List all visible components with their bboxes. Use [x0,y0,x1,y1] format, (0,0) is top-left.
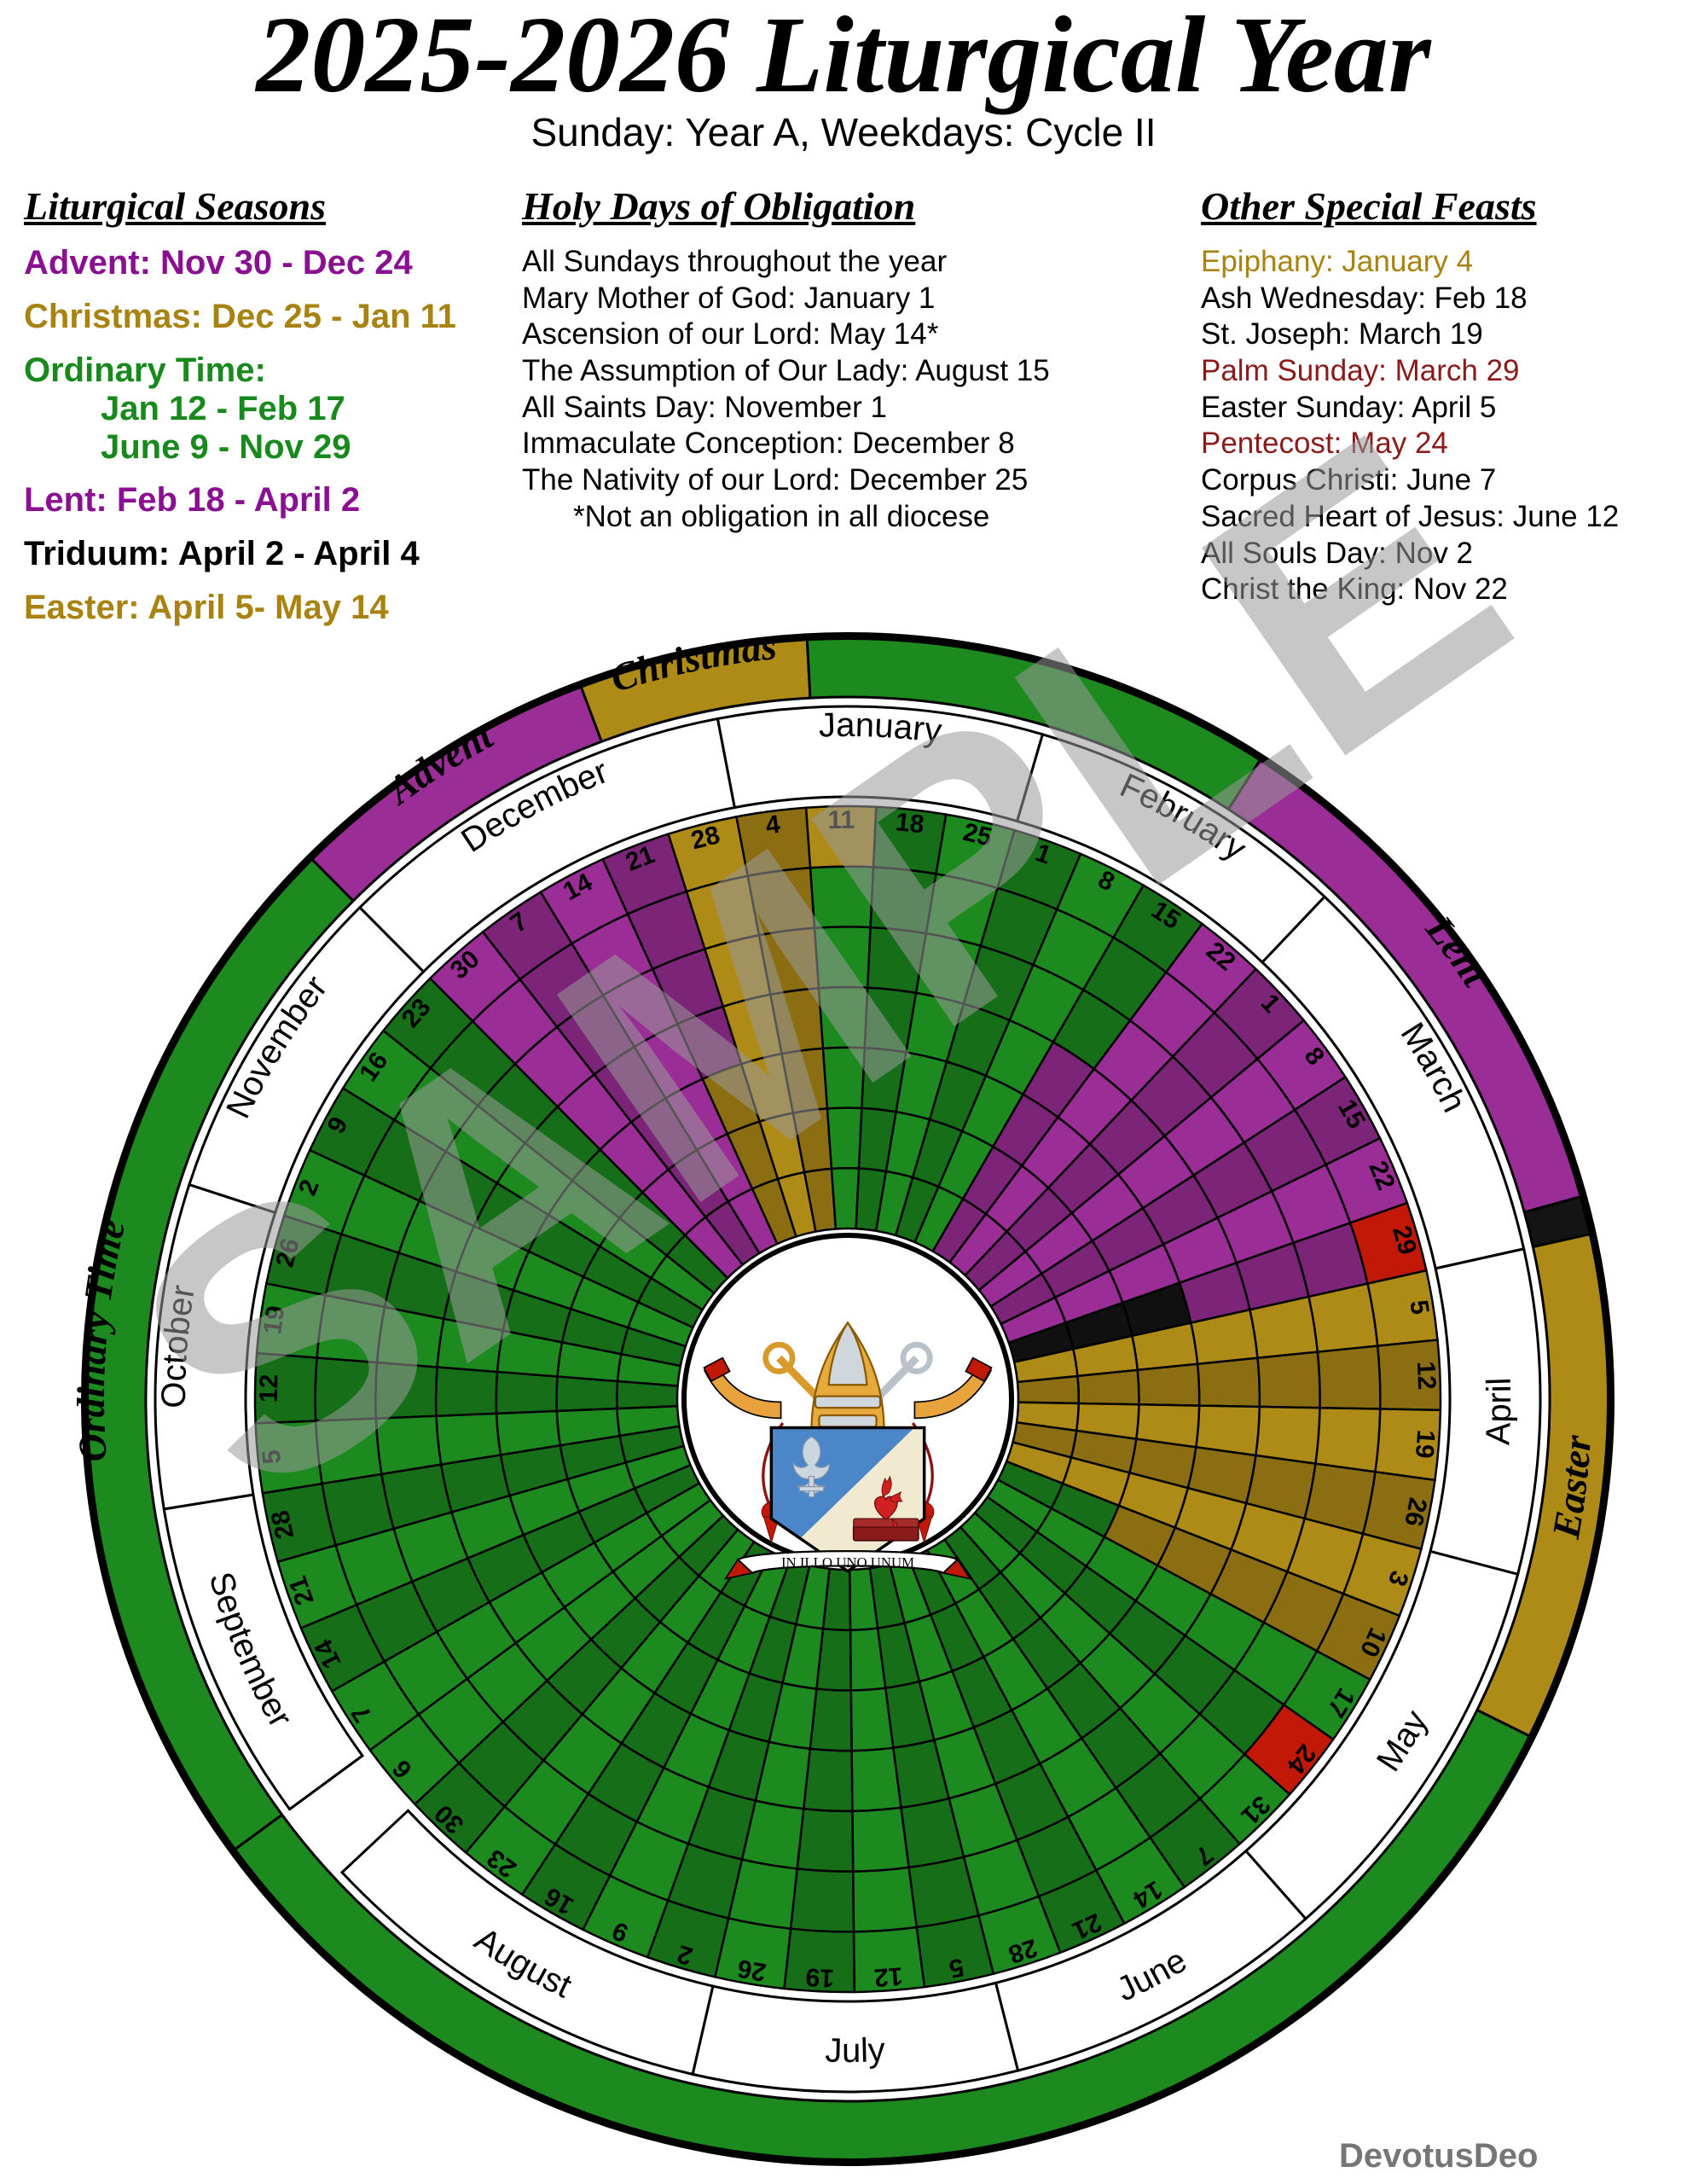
svg-text:19: 19 [1410,1429,1440,1460]
svg-text:IN ILLO UNO UNUM: IN ILLO UNO UNUM [781,1554,914,1571]
svg-text:12: 12 [1412,1361,1441,1391]
svg-text:12: 12 [873,1961,904,1991]
svg-text:April: April [1479,1377,1518,1446]
svg-text:July: July [825,2031,886,2070]
svg-text:26: 26 [1399,1496,1432,1529]
svg-text:19: 19 [805,1962,835,1992]
svg-text:26: 26 [735,1954,768,1986]
